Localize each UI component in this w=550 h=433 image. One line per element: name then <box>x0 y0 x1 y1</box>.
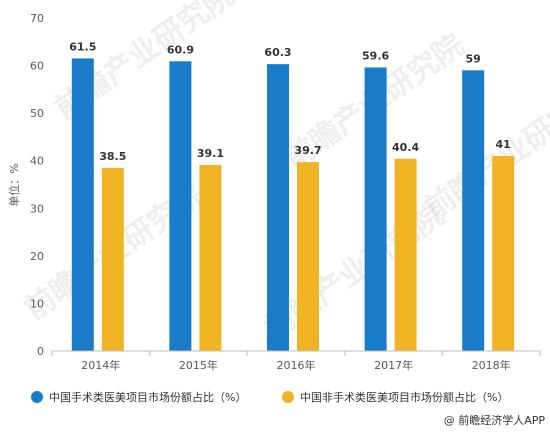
y-tick-label: 30 <box>30 202 44 215</box>
data-label: 60.3 <box>264 46 291 59</box>
bars: 61.5 38.5 60.9 39.1 60.3 39.7 59.6 40.4 59 41 <box>69 40 515 351</box>
y-tick-label: 40 <box>30 155 44 168</box>
bar-surgical <box>364 67 387 351</box>
y-tick-label: 60 <box>30 60 44 73</box>
x-tick-label: 2016年 <box>277 358 316 372</box>
data-label: 40.4 <box>392 141 419 154</box>
legend-label: 中国手术类医美项目市场份额占比（%） <box>49 390 246 404</box>
y-tick-label: 0 <box>37 345 44 358</box>
data-label: 41 <box>496 138 511 151</box>
y-tick-label: 70 <box>30 12 44 25</box>
bar-surgical <box>267 64 289 351</box>
data-label: 39.7 <box>294 144 321 157</box>
legend-marker <box>31 391 43 403</box>
watermark-text: 前瞻产业研究院 <box>419 78 550 227</box>
x-tick-label: 2018年 <box>472 358 511 372</box>
y-tick-label: 10 <box>30 297 44 310</box>
data-label: 59 <box>466 52 481 65</box>
x-tick-label: 2017年 <box>374 358 413 372</box>
x-axis: 2014年 2015年 2016年 2017年 2018年 <box>51 350 541 372</box>
bar-surgical <box>71 58 94 351</box>
credit-text: @ 前瞻经济学人APP <box>444 413 546 427</box>
bar-nonsurgical <box>101 167 124 351</box>
bar-nonsurgical <box>394 158 417 351</box>
data-label: 38.5 <box>99 150 126 163</box>
legend-marker <box>282 391 294 403</box>
data-label: 39.1 <box>197 147 224 160</box>
y-axis-label: 单位：% <box>7 163 21 206</box>
bar-nonsurgical <box>297 162 319 351</box>
bar-surgical <box>169 61 192 351</box>
x-tick-label: 2014年 <box>81 358 120 372</box>
data-label: 60.9 <box>167 43 194 56</box>
x-tick-label: 2015年 <box>179 358 218 372</box>
y-axis: 0 10 20 30 40 50 60 70 <box>30 12 44 358</box>
y-tick-label: 50 <box>30 107 44 120</box>
legend-label: 中国非手术类医美项目市场份额占比（%） <box>300 390 508 404</box>
y-tick-label: 20 <box>30 250 44 263</box>
bar-nonsurgical <box>199 164 222 351</box>
bar-surgical <box>462 70 485 351</box>
legend: 中国手术类医美项目市场份额占比（%） 中国非手术类医美项目市场份额占比（%） <box>31 390 508 404</box>
credit: @ 前瞻经济学人APP <box>444 413 546 427</box>
data-label: 61.5 <box>69 40 96 53</box>
bar-nonsurgical <box>492 155 515 351</box>
data-label: 59.6 <box>362 49 389 62</box>
